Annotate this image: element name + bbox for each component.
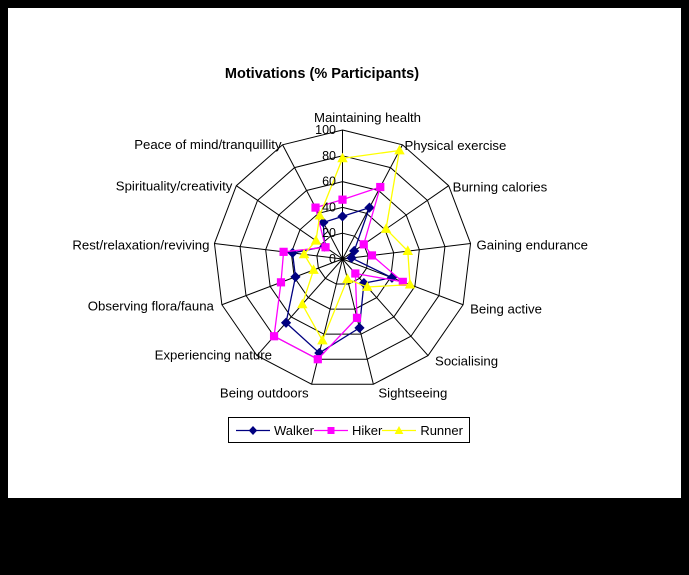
grid-ring: [265, 181, 420, 335]
grid-ring: [290, 206, 395, 310]
category-label-12: Peace of mind/tranquillity: [134, 137, 282, 152]
axis-tick-label: 40: [322, 200, 336, 214]
data-point: [338, 195, 347, 204]
data-point: [318, 217, 329, 228]
legend-label: Hiker: [351, 422, 383, 438]
category-label-7: Being outdoors: [220, 385, 309, 400]
category-label-0: Maintaining health: [314, 110, 421, 125]
axis-tick-label: 0: [329, 252, 336, 266]
data-point: [364, 202, 375, 213]
data-point: [308, 264, 319, 274]
data-point: [317, 334, 328, 345]
category-label-3: Gaining endurance: [477, 237, 588, 252]
axis-tick-label: 60: [322, 175, 336, 189]
legend-item-runner: Runner: [382, 423, 463, 438]
data-point: [402, 245, 414, 255]
category-label-1: Physical exercise: [404, 138, 506, 153]
chart-title: Motivations (% Participants): [224, 66, 420, 82]
category-label-10: Rest/relaxation/reviving: [72, 237, 209, 252]
category-label-4: Being active: [470, 302, 542, 317]
data-point: [359, 240, 368, 249]
legend-label: Runner: [420, 422, 463, 438]
data-point: [311, 203, 320, 212]
grid-ring: [213, 129, 472, 385]
grid-ring: [239, 155, 446, 360]
data-point: [298, 248, 310, 259]
data-point: [376, 182, 385, 192]
data-point: [349, 245, 360, 257]
legend-marker-square-icon: [313, 426, 348, 434]
data-point: [314, 209, 325, 220]
data-point: [297, 298, 308, 309]
data-point: [352, 313, 362, 322]
data-point: [276, 278, 286, 287]
data-point: [310, 235, 322, 245]
data-point: [321, 243, 330, 252]
axis-spoke: [311, 258, 343, 385]
data-point: [287, 247, 298, 259]
axis-tick-label: 20: [322, 226, 336, 240]
data-point: [394, 144, 405, 155]
data-point: [337, 211, 348, 222]
chart-canvas: [8, 8, 681, 498]
data-point: [313, 355, 322, 364]
axis-spoke: [342, 144, 403, 260]
series-line-walker: [285, 206, 394, 354]
data-point: [269, 332, 279, 341]
data-point: [280, 317, 292, 328]
legend-marker-triangle-icon: [382, 425, 417, 434]
axis-spoke: [282, 144, 343, 260]
axis-tick-label: 100: [315, 123, 336, 137]
category-label-11: Spirituality/creativity: [116, 179, 233, 194]
data-point: [290, 271, 301, 282]
category-label-5: Socialising: [435, 354, 498, 369]
data-point: [404, 278, 416, 289]
category-label-6: Sightseeing: [378, 385, 447, 400]
legend-marker-diamond-icon: [236, 425, 270, 435]
category-label-9: Observing flora/fauna: [88, 299, 215, 314]
data-point: [342, 273, 353, 283]
legend: Walker Hiker Runner: [228, 417, 470, 443]
data-point: [380, 223, 392, 233]
axis-spoke: [214, 242, 343, 260]
legend-label: Walker: [274, 422, 314, 438]
data-point: [346, 252, 357, 264]
data-point: [362, 281, 373, 291]
data-point: [351, 269, 360, 278]
legend-item-hiker: Hiker: [313, 422, 383, 438]
category-label-8: Experiencing nature: [155, 348, 272, 363]
legend-item-walker: Walker: [236, 423, 314, 438]
data-point: [337, 152, 348, 163]
data-point: [279, 247, 288, 256]
data-point: [367, 251, 377, 260]
category-label-2: Burning calories: [453, 180, 548, 195]
axis-tick-label: 80: [322, 149, 336, 163]
data-point: [354, 322, 365, 333]
